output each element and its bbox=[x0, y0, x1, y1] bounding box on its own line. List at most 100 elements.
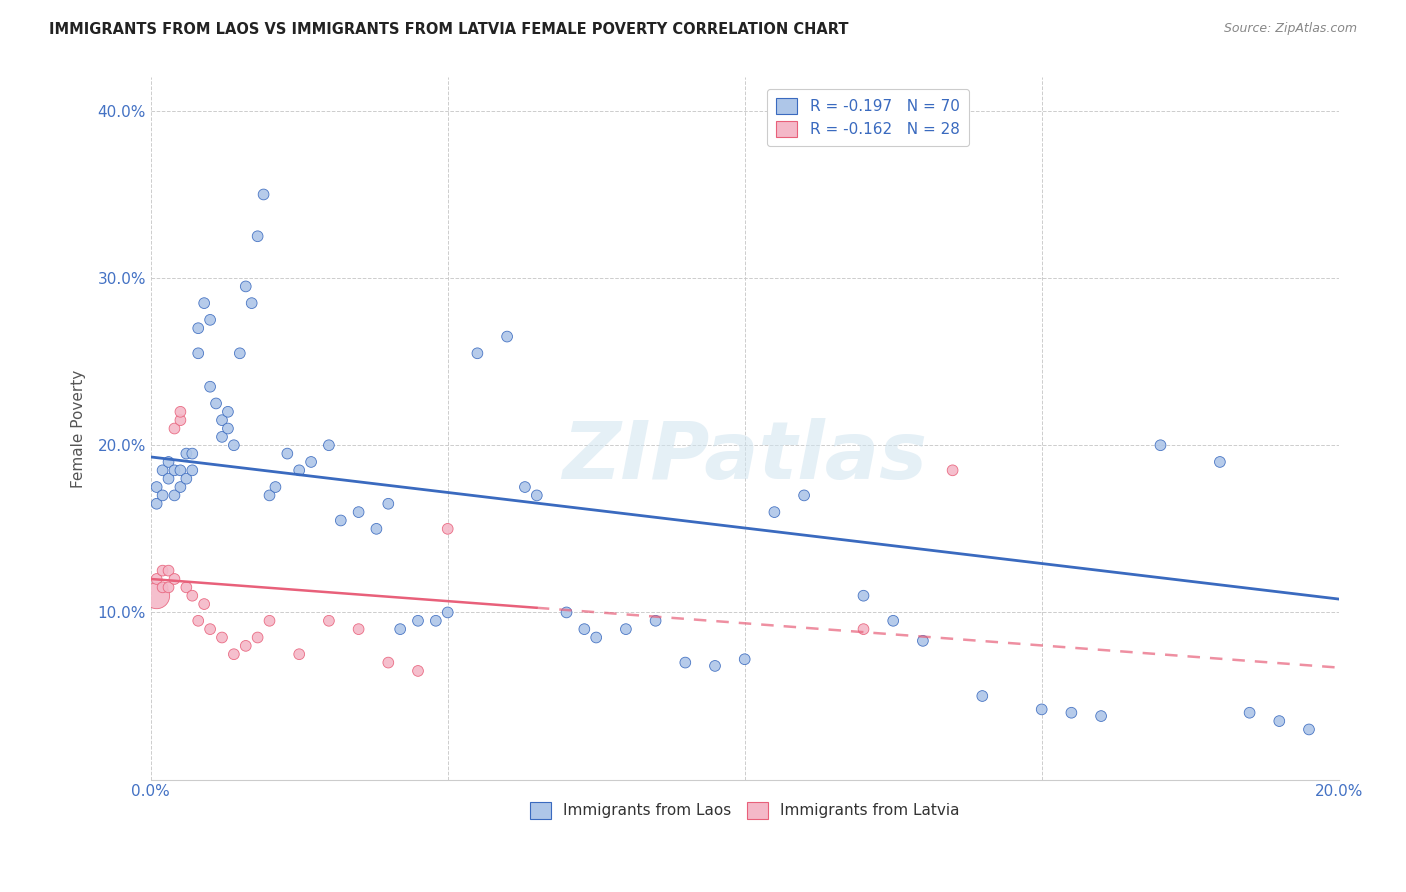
Point bbox=[176, 447, 198, 461]
Point bbox=[222, 438, 245, 452]
Point bbox=[614, 622, 637, 636]
Point bbox=[513, 480, 536, 494]
Point bbox=[1209, 455, 1232, 469]
Point bbox=[193, 296, 215, 310]
Text: ZIPatlas: ZIPatlas bbox=[562, 417, 927, 496]
Point bbox=[157, 455, 180, 469]
Point bbox=[496, 329, 519, 343]
Point bbox=[852, 622, 875, 636]
Point bbox=[467, 346, 489, 360]
Point bbox=[406, 664, 429, 678]
Point bbox=[187, 346, 209, 360]
Point bbox=[425, 614, 447, 628]
Point bbox=[288, 463, 311, 477]
Point bbox=[763, 505, 786, 519]
Point bbox=[704, 659, 727, 673]
Point bbox=[181, 447, 204, 461]
Point bbox=[145, 589, 167, 603]
Point bbox=[198, 622, 221, 636]
Point bbox=[318, 614, 340, 628]
Point bbox=[205, 396, 228, 410]
Point bbox=[246, 229, 269, 244]
Point bbox=[1060, 706, 1083, 720]
Point bbox=[347, 622, 370, 636]
Point bbox=[145, 497, 167, 511]
Point bbox=[198, 313, 221, 327]
Point bbox=[1298, 723, 1320, 737]
Point bbox=[942, 463, 965, 477]
Point bbox=[181, 463, 204, 477]
Point bbox=[193, 597, 215, 611]
Point bbox=[157, 564, 180, 578]
Point bbox=[252, 187, 274, 202]
Point bbox=[169, 413, 191, 427]
Point bbox=[169, 405, 191, 419]
Point bbox=[235, 279, 257, 293]
Point bbox=[734, 652, 756, 666]
Point bbox=[181, 589, 204, 603]
Point bbox=[585, 631, 607, 645]
Point bbox=[276, 447, 298, 461]
Text: IMMIGRANTS FROM LAOS VS IMMIGRANTS FROM LATVIA FEMALE POVERTY CORRELATION CHART: IMMIGRANTS FROM LAOS VS IMMIGRANTS FROM … bbox=[49, 22, 849, 37]
Point bbox=[299, 455, 322, 469]
Point bbox=[852, 589, 875, 603]
Legend: Immigrants from Laos, Immigrants from Latvia: Immigrants from Laos, Immigrants from La… bbox=[523, 796, 966, 824]
Point bbox=[526, 488, 548, 502]
Point bbox=[259, 614, 281, 628]
Point bbox=[673, 656, 696, 670]
Point bbox=[163, 421, 186, 435]
Point bbox=[318, 438, 340, 452]
Point bbox=[911, 633, 934, 648]
Point bbox=[329, 513, 352, 527]
Point bbox=[288, 647, 311, 661]
Point bbox=[152, 488, 174, 502]
Point bbox=[157, 580, 180, 594]
Point bbox=[145, 480, 167, 494]
Text: Source: ZipAtlas.com: Source: ZipAtlas.com bbox=[1223, 22, 1357, 36]
Point bbox=[152, 564, 174, 578]
Point bbox=[436, 606, 458, 620]
Point bbox=[1149, 438, 1171, 452]
Point bbox=[211, 430, 233, 444]
Point bbox=[264, 480, 287, 494]
Point bbox=[176, 472, 198, 486]
Point bbox=[145, 572, 167, 586]
Y-axis label: Female Poverty: Female Poverty bbox=[72, 369, 86, 488]
Point bbox=[163, 488, 186, 502]
Point bbox=[555, 606, 578, 620]
Point bbox=[377, 497, 399, 511]
Point bbox=[187, 321, 209, 335]
Point bbox=[211, 631, 233, 645]
Point bbox=[793, 488, 815, 502]
Point bbox=[217, 405, 239, 419]
Point bbox=[240, 296, 263, 310]
Point bbox=[163, 572, 186, 586]
Point bbox=[152, 463, 174, 477]
Point bbox=[1268, 714, 1291, 728]
Point bbox=[574, 622, 596, 636]
Point bbox=[169, 463, 191, 477]
Point bbox=[406, 614, 429, 628]
Point bbox=[222, 647, 245, 661]
Point bbox=[1239, 706, 1261, 720]
Point bbox=[198, 380, 221, 394]
Point bbox=[176, 580, 198, 594]
Point bbox=[169, 480, 191, 494]
Point bbox=[235, 639, 257, 653]
Point bbox=[157, 472, 180, 486]
Point bbox=[366, 522, 388, 536]
Point bbox=[187, 614, 209, 628]
Point bbox=[972, 689, 994, 703]
Point bbox=[229, 346, 252, 360]
Point bbox=[246, 631, 269, 645]
Point bbox=[644, 614, 666, 628]
Point bbox=[347, 505, 370, 519]
Point bbox=[1090, 709, 1112, 723]
Point bbox=[389, 622, 412, 636]
Point bbox=[377, 656, 399, 670]
Point bbox=[163, 463, 186, 477]
Point bbox=[436, 522, 458, 536]
Point bbox=[211, 413, 233, 427]
Point bbox=[217, 421, 239, 435]
Point bbox=[882, 614, 904, 628]
